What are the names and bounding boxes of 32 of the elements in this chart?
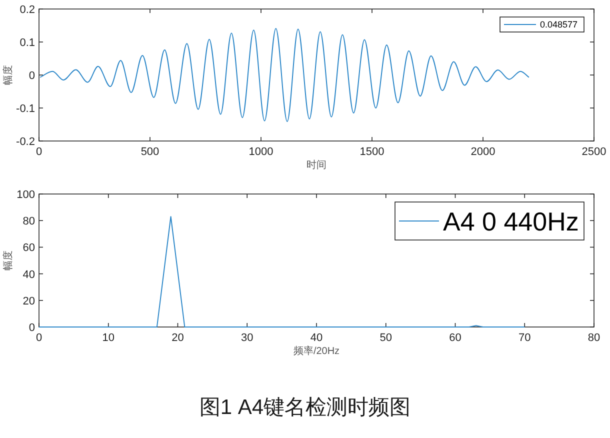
- x-tick-label: 2500: [582, 146, 606, 158]
- x-tick-label: 500: [140, 146, 160, 158]
- y-tick-label: -0.2: [16, 136, 35, 148]
- y-tick-label: 100: [16, 189, 35, 201]
- y-tick-label: 0: [28, 322, 35, 334]
- y-tick-label: -0.1: [16, 103, 35, 115]
- x-tick-label: 20: [172, 332, 184, 344]
- y-tick-label: 0.1: [20, 37, 35, 49]
- x-tick-label: 1000: [248, 146, 274, 158]
- y-axis-title: 幅度: [2, 250, 14, 270]
- x-tick-label: 50: [380, 332, 392, 344]
- y-tick-label: 80: [22, 216, 35, 228]
- caption: 图1 A4键名检测时频图: [199, 396, 411, 419]
- x-tick-label: 1500: [360, 146, 384, 158]
- y-tick-label: 0: [28, 70, 35, 82]
- x-tick-label: 30: [241, 332, 254, 344]
- x-tick-label: 80: [588, 332, 600, 344]
- x-tick-label: 40: [310, 332, 323, 344]
- y-tick-label: 20: [22, 295, 35, 308]
- legend-label: 0.048577: [540, 20, 578, 30]
- x-axis-title: 时间: [306, 159, 326, 171]
- y-axis-title: 幅度: [2, 65, 14, 85]
- y-tick-label: 0.2: [20, 4, 35, 16]
- x-tick-label: 60: [449, 332, 462, 344]
- y-tick-label: 40: [22, 268, 35, 281]
- x-tick-label: 70: [518, 332, 531, 344]
- line-series: [40, 28, 530, 122]
- legend-label: A4 0 440Hz: [443, 206, 579, 236]
- x-tick-label: 10: [102, 332, 114, 344]
- x-tick-label: 2000: [470, 146, 496, 158]
- y-tick-label: 60: [22, 242, 35, 254]
- x-axis-title: 频率/20Hz: [293, 345, 340, 357]
